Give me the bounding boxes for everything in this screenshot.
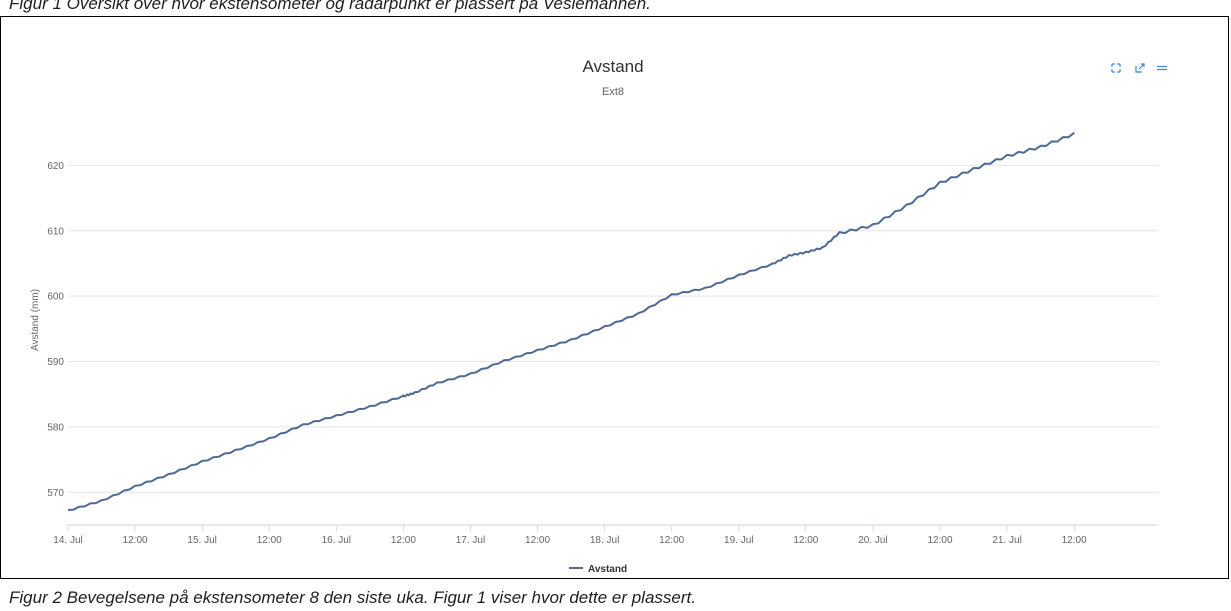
x-tick-label: 12:00 xyxy=(525,535,550,546)
x-axis: 14. Jul 12:00 15. Jul 12:00 16. Jul 12:00 17. … xyxy=(53,524,1158,546)
y-axis-ticks: 570 580 590 600 610 620 xyxy=(47,161,64,499)
figure-frame-bottom xyxy=(0,578,1229,579)
y-tick-label: 610 xyxy=(47,226,64,237)
legend-label-avstand[interactable]: Avstand xyxy=(588,564,627,575)
x-tick-label: 17. Jul xyxy=(456,535,485,546)
y-tick-label: 620 xyxy=(47,161,64,172)
x-tick-label: 12:00 xyxy=(793,535,818,546)
external-link-icon[interactable] xyxy=(1132,61,1146,75)
x-tick-label: 12:00 xyxy=(391,535,416,546)
y-tick-label: 590 xyxy=(47,357,64,368)
x-tick-label: 18. Jul xyxy=(590,535,619,546)
x-tick-label: 15. Jul xyxy=(187,535,216,546)
x-tick-label: 19. Jul xyxy=(724,535,753,546)
series-group xyxy=(67,131,1075,511)
y-gridlines xyxy=(68,164,1158,493)
figure2-caption: Figur 2 Bevegelsene på ekstensometer 8 d… xyxy=(9,588,696,607)
x-tick-label: 12:00 xyxy=(1062,535,1087,546)
y-tick-label: 570 xyxy=(47,488,64,499)
expand-icon[interactable] xyxy=(1109,61,1123,75)
x-tick-label: 20. Jul xyxy=(858,535,887,546)
y-tick-label: 600 xyxy=(47,292,64,303)
x-tick-label: 12:00 xyxy=(927,535,952,546)
series-line-avstand[interactable] xyxy=(67,131,1075,511)
chart-subtitle: Ext8 xyxy=(602,86,624,98)
x-tick-label: 14. Jul xyxy=(53,535,82,546)
figure-frame xyxy=(0,16,1229,579)
legend[interactable]: Avstand xyxy=(569,564,627,575)
y-axis-label: Avstand (mm) xyxy=(30,289,41,351)
x-tick-label: 16. Jul xyxy=(322,535,351,546)
x-tick-label: 12:00 xyxy=(659,535,684,546)
hamburger-menu-icon[interactable] xyxy=(1155,61,1169,75)
chart-title: Avstand xyxy=(582,57,643,76)
figure1-caption: Figur 1 Oversikt over hvor ekstensometer… xyxy=(9,0,651,13)
x-tick-label: 12:00 xyxy=(257,535,282,546)
x-tick-label: 21. Jul xyxy=(992,535,1021,546)
x-tick-label: 12:00 xyxy=(123,535,148,546)
chart-toolbar xyxy=(1109,61,1169,75)
y-tick-label: 580 xyxy=(47,422,64,433)
